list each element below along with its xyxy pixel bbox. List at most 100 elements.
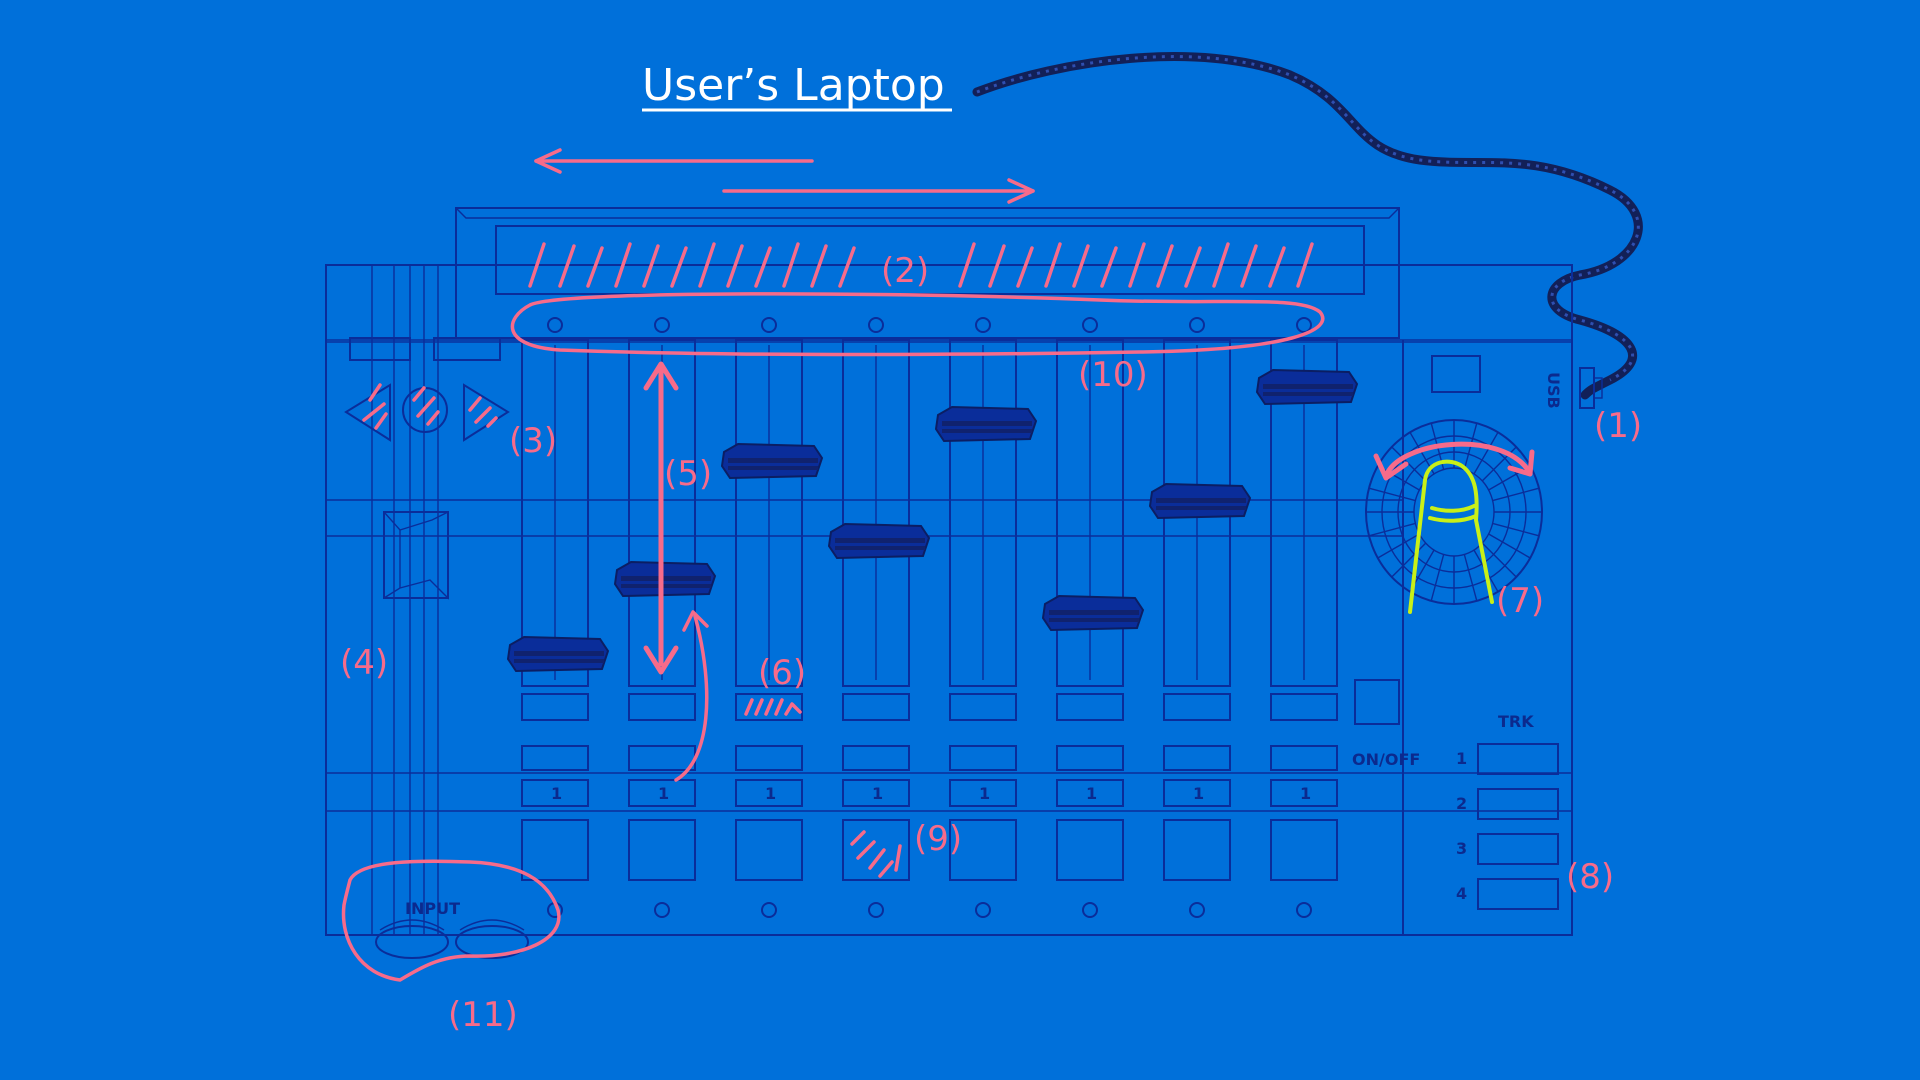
fader-track	[1056, 339, 1124, 687]
pad-button[interactable]	[735, 819, 803, 881]
callout-9: (9)	[914, 819, 962, 859]
fader-cap[interactable]	[720, 442, 824, 480]
encoder-knob[interactable]	[1082, 317, 1098, 333]
channel-label: 1	[551, 784, 562, 803]
fader-cap[interactable]	[827, 522, 931, 560]
solo-button[interactable]	[842, 745, 910, 771]
bottom-knob[interactable]	[1296, 902, 1312, 918]
bottom-knob[interactable]	[975, 902, 991, 918]
solo-button[interactable]	[628, 745, 696, 771]
channel-select-button[interactable]	[1163, 779, 1231, 807]
fader-cap[interactable]	[1148, 482, 1252, 520]
channel-select-button[interactable]	[735, 779, 803, 807]
jog-grip-line	[1368, 487, 1416, 502]
pad-scribbles	[850, 830, 902, 878]
scribble-stroke	[698, 242, 716, 288]
encoder-knob[interactable]	[654, 317, 670, 333]
channel-select-button[interactable]	[949, 779, 1017, 807]
bottom-knob[interactable]	[654, 902, 670, 918]
fader-cap[interactable]	[934, 405, 1038, 443]
scribble-stroke	[726, 244, 744, 288]
solo-button[interactable]	[735, 745, 803, 771]
channel-label: 1	[979, 784, 990, 803]
channel-select-button[interactable]	[628, 779, 696, 807]
mute-button[interactable]	[949, 693, 1017, 721]
fader-cap[interactable]	[613, 560, 717, 598]
mute-button[interactable]	[735, 693, 803, 721]
solo-button[interactable]	[949, 745, 1017, 771]
channel-strip: 1	[506, 317, 610, 918]
usb-cable-highlight	[976, 55, 1640, 382]
fader-cap[interactable]	[1041, 594, 1145, 632]
mute-button[interactable]	[1270, 693, 1338, 721]
scribble-stroke	[586, 246, 604, 288]
jog-grip-line	[1368, 522, 1416, 537]
jog-grip-line	[1391, 542, 1427, 578]
track-number: 4	[1456, 884, 1467, 903]
encoder-knob[interactable]	[1189, 317, 1205, 333]
jog-grip-line	[1463, 554, 1478, 602]
pad-button[interactable]	[521, 819, 589, 881]
track-number: 3	[1456, 839, 1467, 858]
scribble-stroke	[988, 244, 1006, 288]
solo-button[interactable]	[521, 745, 589, 771]
encoder-knob[interactable]	[1296, 317, 1312, 333]
bottom-knob[interactable]	[761, 902, 777, 918]
fader-cap[interactable]	[506, 635, 610, 673]
scribble-stroke	[1156, 244, 1174, 288]
display-scribbles	[528, 242, 1314, 288]
bottom-knob[interactable]	[868, 902, 884, 918]
track-button[interactable]	[1477, 743, 1559, 775]
scribble-stroke	[1296, 242, 1314, 288]
pad-button[interactable]	[628, 819, 696, 881]
channel-strip: 1	[1041, 317, 1145, 918]
mute-button[interactable]	[1056, 693, 1124, 721]
channel-strip: 1	[827, 317, 931, 918]
solo-button[interactable]	[1056, 745, 1124, 771]
mute-button[interactable]	[521, 693, 589, 721]
scribble-stroke	[782, 242, 800, 288]
encoder-knob[interactable]	[547, 317, 563, 333]
pad-button[interactable]	[1163, 819, 1231, 881]
track-button[interactable]	[1477, 878, 1559, 910]
channel-strip: 1	[720, 317, 824, 918]
scribble-stroke	[558, 244, 576, 288]
pad-button[interactable]	[842, 819, 910, 881]
track-button[interactable]	[1477, 833, 1559, 865]
transport-scribbles	[362, 383, 498, 430]
channel-select-button[interactable]	[1056, 779, 1124, 807]
channel-strip: 1	[1255, 317, 1359, 918]
rotate-arrow-icon	[1373, 441, 1535, 481]
encoder-knob[interactable]	[761, 317, 777, 333]
scribble-stroke	[1268, 246, 1286, 288]
scribble-stroke	[1240, 244, 1258, 288]
channel-select-button[interactable]	[842, 779, 910, 807]
mute-button[interactable]	[1163, 693, 1231, 721]
solo-button[interactable]	[1270, 745, 1338, 771]
device-body	[325, 207, 1573, 959]
left-arrow-icon	[534, 148, 814, 174]
bottom-knob[interactable]	[1082, 902, 1098, 918]
scribble-stroke	[670, 246, 688, 288]
jog-grip-line	[1391, 446, 1427, 482]
channel-strips: 1 1 1 1 1 1 1 1	[506, 317, 1359, 918]
solo-button[interactable]	[1163, 745, 1231, 771]
scribble-stroke	[1184, 246, 1202, 288]
fader-cap[interactable]	[1255, 368, 1359, 406]
mute-button[interactable]	[842, 693, 910, 721]
track-button[interactable]	[1477, 788, 1559, 820]
channel-select-button[interactable]	[521, 779, 589, 807]
finger-nail	[1428, 504, 1478, 523]
callout-2: (2)	[881, 251, 929, 291]
encoder-knob[interactable]	[975, 317, 991, 333]
channel-select-button[interactable]	[1270, 779, 1338, 807]
pad-button[interactable]	[949, 819, 1017, 881]
bottom-knob[interactable]	[1189, 902, 1205, 918]
channel-strip: 1	[1148, 317, 1252, 918]
pad-button[interactable]	[1056, 819, 1124, 881]
onoff-label: ON/OFF	[1352, 750, 1420, 769]
pad-button[interactable]	[1270, 819, 1338, 881]
encoder-knob[interactable]	[868, 317, 884, 333]
fader-track	[1270, 339, 1338, 687]
mute-button[interactable]	[628, 693, 696, 721]
